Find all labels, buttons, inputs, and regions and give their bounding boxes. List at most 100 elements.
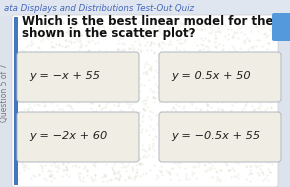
Point [22,166,27,169]
Point [123,179,128,182]
Point [20,163,25,165]
Point [83,76,88,79]
Point [80,152,84,155]
Point [177,149,181,152]
Point [185,22,190,25]
Point [238,27,242,30]
Point [30,35,35,38]
Point [133,66,138,69]
Point [91,179,95,182]
Point [165,83,169,86]
FancyBboxPatch shape [14,17,18,185]
Point [135,137,140,140]
Point [40,165,44,168]
Point [116,37,121,40]
Point [66,28,71,31]
Point [136,65,141,68]
Point [268,68,272,71]
Point [264,158,268,161]
Point [226,57,231,60]
Point [241,52,246,55]
Point [212,82,217,85]
Point [204,81,209,84]
Point [218,53,223,56]
Point [256,164,261,167]
Point [232,150,237,153]
Point [43,154,47,157]
Point [229,111,233,114]
Point [181,73,185,76]
Point [218,31,222,34]
Point [148,43,152,46]
Text: Question 5 of 7: Question 5 of 7 [1,64,10,122]
Point [161,68,166,71]
Point [155,175,160,178]
Point [219,154,224,157]
Point [133,174,137,177]
Point [229,175,233,178]
Point [142,154,146,157]
Point [81,94,86,97]
Point [126,176,130,179]
Point [30,42,35,45]
Point [125,74,130,77]
Point [18,118,22,121]
Point [156,24,161,27]
Point [117,30,121,33]
Point [118,54,122,57]
Point [236,177,241,180]
Point [248,179,252,182]
Point [220,54,225,57]
Point [228,132,233,135]
Point [135,112,139,115]
Point [17,92,21,95]
Point [265,138,269,141]
Point [161,72,165,75]
Point [265,47,270,50]
Point [55,27,60,30]
Point [170,36,174,39]
Point [66,143,71,146]
Point [67,142,72,145]
Point [238,47,242,50]
Point [68,54,73,57]
Point [257,141,261,144]
Point [264,128,269,131]
Point [56,123,60,126]
Point [225,65,229,68]
Point [180,66,185,69]
Point [65,89,69,92]
Point [262,108,267,111]
Point [69,39,73,42]
Point [81,159,86,162]
Point [225,169,230,172]
Point [159,119,164,122]
Point [145,40,149,43]
Point [97,104,101,107]
Point [117,178,122,181]
Point [212,136,217,139]
Point [28,147,33,150]
Point [19,100,24,103]
Point [247,60,252,63]
Point [266,57,271,60]
Point [168,134,173,137]
Point [163,134,168,137]
Point [70,164,75,167]
Point [188,134,193,137]
Point [249,46,254,49]
Point [69,133,74,136]
Point [181,107,185,110]
Point [143,108,148,111]
Point [42,177,47,180]
Point [152,149,156,152]
Point [233,22,237,25]
Point [242,42,246,45]
Point [215,178,219,181]
Point [140,72,145,75]
Point [223,147,228,150]
Point [195,119,200,122]
Point [144,128,148,131]
Point [110,66,114,69]
Point [17,38,21,41]
